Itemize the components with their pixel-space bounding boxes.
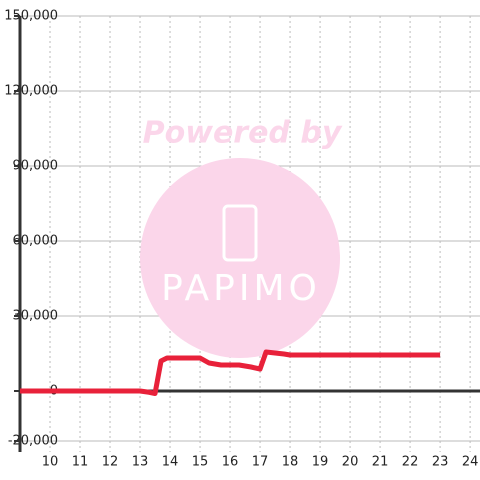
x-tick-label: 12 bbox=[102, 455, 119, 470]
x-tick-label: 10 bbox=[42, 455, 59, 470]
x-tick-label: 18 bbox=[282, 455, 299, 470]
x-tick-label: 16 bbox=[222, 455, 239, 470]
y-tick-label: 30,000 bbox=[13, 309, 59, 324]
watermark-circle bbox=[140, 158, 340, 358]
y-tick-label: 120,000 bbox=[4, 84, 58, 99]
line bbox=[20, 349, 441, 396]
x-tick-label: 11 bbox=[72, 455, 89, 470]
x-tick-label: 17 bbox=[252, 455, 269, 470]
watermark-icon bbox=[222, 204, 258, 262]
x-tick-label: 23 bbox=[432, 455, 449, 470]
x-tick-label: 15 bbox=[192, 455, 209, 470]
x-tick-label: 13 bbox=[132, 455, 149, 470]
x-tick-label: 20 bbox=[342, 455, 359, 470]
y-tick-label: 60,000 bbox=[13, 234, 59, 249]
x-tick-label: 21 bbox=[372, 455, 389, 470]
watermark-text: Powered by bbox=[143, 116, 343, 151]
x-tick-label: 19 bbox=[312, 455, 329, 470]
x-tick-label: 22 bbox=[402, 455, 419, 470]
x-tick-label: 24 bbox=[462, 455, 479, 470]
watermark-logo: PAPIMO bbox=[161, 268, 321, 309]
y-tick-label: 150,000 bbox=[4, 9, 58, 24]
x-tick-label: 14 bbox=[162, 455, 179, 470]
y-tick-label: 90,000 bbox=[13, 159, 59, 174]
